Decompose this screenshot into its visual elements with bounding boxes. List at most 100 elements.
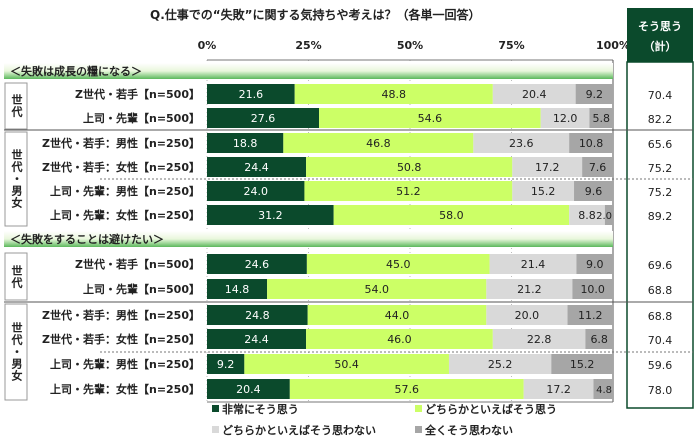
data-label: 8.8 — [578, 209, 596, 222]
chart-title: Q.仕事での“失敗”に関する気持ちや考えは？（各単一回答） — [150, 8, 481, 22]
x-tick-label: 25% — [295, 39, 321, 52]
bar-segment — [207, 279, 268, 299]
legend-swatch — [212, 426, 219, 433]
legend-label: どちらかといえばそう思う — [425, 402, 557, 416]
bar-segment — [283, 133, 474, 153]
bar-segment — [289, 379, 524, 399]
data-label: 5.8 — [592, 112, 610, 125]
row-label: 上司・先輩：女性【n=250】 — [50, 208, 200, 222]
bar-segment — [486, 279, 573, 299]
row-label: Z世代・若手：男性【n=250】 — [42, 136, 200, 150]
row-label: 上司・先輩【n=500】 — [83, 282, 200, 296]
row-label: Z世代・若手【n=500】 — [75, 87, 200, 101]
data-label: 17.2 — [546, 383, 571, 396]
data-label: 14.8 — [225, 283, 250, 296]
x-tick-label: 0% — [198, 39, 217, 52]
bar-segment — [319, 108, 541, 128]
group-label: 世代 — [10, 94, 23, 118]
bar-segment — [593, 379, 613, 399]
bar-segment — [207, 108, 320, 128]
bar-segment — [572, 279, 613, 299]
data-label: 27.6 — [251, 112, 276, 125]
data-label: 21.2 — [517, 283, 542, 296]
data-label: 9.2 — [586, 88, 604, 101]
data-label: 18.8 — [233, 137, 258, 150]
bar-segment — [207, 84, 295, 104]
data-label: 20.0 — [515, 309, 540, 322]
bar-segment — [267, 279, 487, 299]
bar-segment — [473, 133, 570, 153]
group-label: 世代・男女 — [10, 149, 23, 209]
data-label: 17.2 — [535, 161, 560, 174]
bar-segment — [489, 254, 577, 274]
data-label: 23.6 — [509, 137, 534, 150]
row-label: 上司・先輩：男性【n=250】 — [50, 184, 200, 198]
data-label: 22.8 — [527, 333, 552, 346]
data-label: 58.0 — [439, 209, 464, 222]
legend-label: どちらかといえばそう思わない — [222, 423, 376, 437]
bar-segment — [307, 305, 487, 325]
bar-segment — [448, 354, 552, 374]
total-value: 70.4 — [648, 334, 673, 347]
bar-segment — [540, 108, 590, 128]
row-label: 上司・先輩【n=500】 — [83, 111, 200, 125]
data-label: 21.6 — [239, 88, 264, 101]
bar-segment — [207, 157, 307, 177]
total-value: 78.0 — [648, 384, 673, 397]
data-label: 24.4 — [244, 333, 269, 346]
total-value: 68.8 — [648, 310, 673, 323]
x-tick-label: 100% — [596, 39, 630, 52]
data-label: 9.6 — [585, 185, 603, 198]
bar-segment — [207, 181, 305, 201]
data-label: 51.2 — [396, 185, 421, 198]
group-label-box — [4, 252, 28, 301]
data-label: 46.0 — [387, 333, 412, 346]
bar-segment — [512, 157, 583, 177]
data-label: 9.2 — [217, 358, 235, 371]
x-tick-label: 50% — [397, 39, 423, 52]
group-label-box — [4, 131, 28, 227]
data-label: 25.2 — [488, 358, 513, 371]
row-label: Z世代・若手【n=500】 — [75, 257, 200, 271]
section-header-bar — [4, 231, 613, 247]
legend-swatch — [415, 426, 422, 433]
total-value: 89.2 — [648, 210, 673, 223]
data-label: 11.2 — [578, 309, 603, 322]
data-label: 15.2 — [570, 358, 595, 371]
data-label: 50.8 — [397, 161, 422, 174]
bar-segment — [551, 354, 613, 374]
data-label: 54.6 — [418, 112, 443, 125]
bar-segment — [207, 254, 307, 274]
bar-segment — [207, 329, 307, 349]
data-label: 6.8 — [590, 333, 608, 346]
bar-segment — [306, 157, 513, 177]
bar-segment — [512, 181, 575, 201]
data-label: 31.2 — [258, 209, 283, 222]
data-label: 54.0 — [364, 283, 389, 296]
data-label: 2.0 — [596, 211, 612, 222]
data-label: 20.4 — [236, 383, 261, 396]
total-value: 59.6 — [648, 359, 673, 372]
data-label: 24.6 — [245, 258, 270, 271]
row-label: Z世代・若手：男性【n=250】 — [42, 308, 200, 322]
section-label: ＜失敗をすることは避けたい＞ — [10, 232, 164, 246]
bar-segment — [569, 205, 605, 225]
row-label: 上司・先輩：女性【n=250】 — [50, 382, 200, 396]
data-label: 4.8 — [596, 385, 612, 396]
bar-segment — [576, 254, 613, 274]
total-header: （計） — [644, 39, 677, 53]
bar-segment — [585, 329, 613, 349]
bar-segment — [333, 205, 570, 225]
row-label: 上司・先輩：男性【n=250】 — [50, 357, 200, 371]
bar-segment — [207, 133, 284, 153]
legend-swatch — [415, 405, 422, 412]
section-label: ＜失敗は成長の糧になる＞ — [10, 64, 142, 78]
bar-segment — [574, 181, 613, 201]
data-label: 10.0 — [580, 283, 605, 296]
group-label: 世代 — [10, 264, 23, 289]
data-label: 7.6 — [589, 161, 607, 174]
data-label: 48.8 — [382, 88, 407, 101]
section-header-bar — [4, 63, 613, 79]
